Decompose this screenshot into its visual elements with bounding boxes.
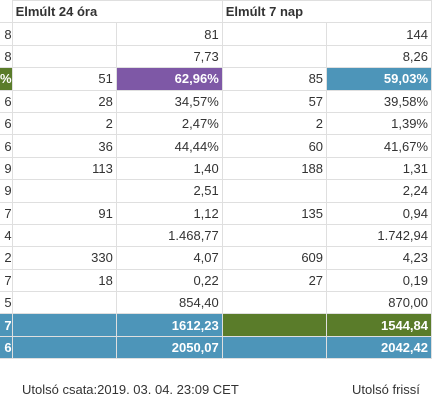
table-row: 2 330 4,07 609 4,23 bbox=[0, 246, 432, 270]
cell-a: 113 bbox=[12, 157, 117, 181]
cell-c: 60 bbox=[222, 134, 328, 158]
cell-c0: 6 bbox=[0, 336, 13, 360]
table-row: 9 113 1,40 188 1,31 bbox=[0, 157, 432, 181]
cell-a: 91 bbox=[12, 202, 117, 225]
cell-d: 0,94 bbox=[326, 202, 432, 225]
cell-a: 2 bbox=[12, 112, 117, 136]
cell-c bbox=[222, 336, 328, 360]
cell-a bbox=[12, 179, 117, 203]
table-row: 7 1612,23 1544,84 bbox=[0, 313, 432, 337]
cell-c bbox=[222, 224, 328, 248]
table-row: 6 2050,07 2042,42 bbox=[0, 336, 432, 360]
cell-c: 27 bbox=[222, 269, 328, 293]
cell-d: 870,00 bbox=[326, 291, 432, 315]
cell-a bbox=[12, 45, 117, 69]
cell-b: 81 bbox=[116, 22, 223, 46]
cell-d: 1,39% bbox=[326, 112, 432, 136]
cell-c bbox=[222, 313, 328, 337]
cell-c0: 6 bbox=[0, 112, 13, 136]
cell-b: 854,40 bbox=[116, 291, 223, 315]
table-row: 8 7,73 8,26 bbox=[0, 45, 432, 69]
cell-c bbox=[222, 179, 328, 203]
cell-d: 39,58% bbox=[326, 90, 432, 113]
stats-table: Elmúlt 24 óra Elmúlt 7 nap 8 81 144 8 7,73 8,26… bbox=[0, 0, 432, 360]
cell-c0: 9 bbox=[0, 157, 13, 181]
cell-c0: % bbox=[0, 67, 13, 91]
cell-c: 85 bbox=[222, 67, 328, 91]
cell-c: 609 bbox=[222, 246, 328, 270]
cell-b: 2,51 bbox=[116, 179, 223, 203]
cell-d: 1,31 bbox=[326, 157, 432, 181]
cell-a: 51 bbox=[12, 67, 117, 91]
cell-d: 2,24 bbox=[326, 179, 432, 203]
table-row: % 51 62,96% 85 59,03% bbox=[0, 67, 432, 91]
cell-a: 28 bbox=[12, 90, 117, 113]
cell-c0: 6 bbox=[0, 134, 13, 158]
cell-d: 41,67% bbox=[326, 134, 432, 158]
header-row: Elmúlt 24 óra Elmúlt 7 nap bbox=[0, 0, 432, 24]
cell-b: 7,73 bbox=[116, 45, 223, 69]
cell-a bbox=[12, 291, 117, 315]
last-refresh-text: Utolsó frissí bbox=[352, 382, 420, 397]
cell-c0: 7 bbox=[0, 202, 13, 225]
cell-d: 59,03% bbox=[326, 67, 432, 91]
cell-c0: 6 bbox=[0, 90, 13, 113]
header-24h: Elmúlt 24 óra bbox=[12, 0, 223, 24]
footer: Utolsó csata:2019. 03. 04. 23:09 CET Uto… bbox=[0, 380, 432, 404]
cell-b: 62,96% bbox=[116, 67, 223, 91]
cell-c0: 9 bbox=[0, 179, 13, 203]
cell-d: 8,26 bbox=[326, 45, 432, 69]
table-row: 6 28 34,57% 57 39,58% bbox=[0, 90, 432, 113]
cell-c0: 2 bbox=[0, 246, 13, 270]
header-cut-cell bbox=[0, 0, 13, 24]
cell-a bbox=[12, 22, 117, 46]
cell-c: 57 bbox=[222, 90, 328, 113]
cell-c0: 8 bbox=[0, 45, 13, 69]
cell-b: 4,07 bbox=[116, 246, 223, 270]
cell-a bbox=[12, 336, 117, 360]
cell-c: 2 bbox=[222, 112, 328, 136]
cell-c0: 7 bbox=[0, 313, 13, 337]
cell-a: 36 bbox=[12, 134, 117, 158]
table-row: 6 36 44,44% 60 41,67% bbox=[0, 134, 432, 158]
cell-b: 1,12 bbox=[116, 202, 223, 225]
cell-a: 18 bbox=[12, 269, 117, 293]
table-row: 4 1.468,77 1.742,94 bbox=[0, 224, 432, 248]
table-row: 5 854,40 870,00 bbox=[0, 291, 432, 315]
cell-d: 4,23 bbox=[326, 246, 432, 270]
cell-d: 0,19 bbox=[326, 269, 432, 293]
cell-c: 135 bbox=[222, 202, 328, 225]
cell-a bbox=[12, 224, 117, 248]
table-row: 7 18 0,22 27 0,19 bbox=[0, 269, 432, 293]
cell-d: 1544,84 bbox=[326, 313, 432, 337]
cell-b: 2050,07 bbox=[116, 336, 223, 360]
cell-c bbox=[222, 45, 328, 69]
cell-c bbox=[222, 291, 328, 315]
cell-b: 2,47% bbox=[116, 112, 223, 136]
table-row: 8 81 144 bbox=[0, 22, 432, 46]
cell-d: 1.742,94 bbox=[326, 224, 432, 248]
cell-b: 1612,23 bbox=[116, 313, 223, 337]
cell-b: 44,44% bbox=[116, 134, 223, 158]
cell-b: 1.468,77 bbox=[116, 224, 223, 248]
table-row: 7 91 1,12 135 0,94 bbox=[0, 202, 432, 225]
cell-c bbox=[222, 22, 328, 46]
cell-d: 144 bbox=[326, 22, 432, 46]
cell-b: 1,40 bbox=[116, 157, 223, 181]
cell-c: 188 bbox=[222, 157, 328, 181]
cell-a: 330 bbox=[12, 246, 117, 270]
header-7d: Elmúlt 7 nap bbox=[222, 0, 432, 24]
cell-c0: 4 bbox=[0, 224, 13, 248]
last-battle-text: Utolsó csata:2019. 03. 04. 23:09 CET bbox=[22, 382, 239, 397]
table-row: 6 2 2,47% 2 1,39% bbox=[0, 112, 432, 136]
table-row: 9 2,51 2,24 bbox=[0, 179, 432, 203]
cell-d: 2042,42 bbox=[326, 336, 432, 360]
cell-c0: 7 bbox=[0, 269, 13, 293]
cell-b: 0,22 bbox=[116, 269, 223, 293]
cell-b: 34,57% bbox=[116, 90, 223, 113]
cell-a bbox=[12, 313, 117, 337]
cell-c0: 5 bbox=[0, 291, 13, 315]
cell-c0: 8 bbox=[0, 22, 13, 46]
